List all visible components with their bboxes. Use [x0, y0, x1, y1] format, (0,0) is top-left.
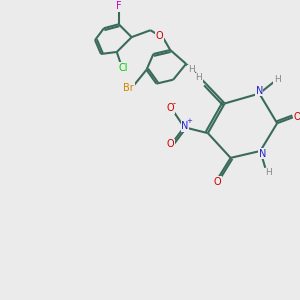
Text: H: H [274, 75, 281, 84]
Text: Br: Br [123, 82, 134, 93]
Text: F: F [116, 2, 122, 11]
Text: N: N [182, 121, 189, 131]
Text: H: H [265, 168, 272, 177]
Text: O: O [214, 177, 222, 187]
Text: O: O [155, 31, 163, 41]
Text: O: O [293, 112, 300, 122]
Text: O: O [167, 139, 174, 149]
Text: H: H [188, 65, 194, 74]
Text: H: H [196, 73, 202, 82]
Text: N: N [256, 85, 263, 96]
Text: +: + [186, 118, 192, 124]
Text: Cl: Cl [119, 63, 128, 73]
Text: -: - [173, 99, 176, 108]
Text: O: O [167, 103, 174, 113]
Text: N: N [259, 149, 266, 159]
